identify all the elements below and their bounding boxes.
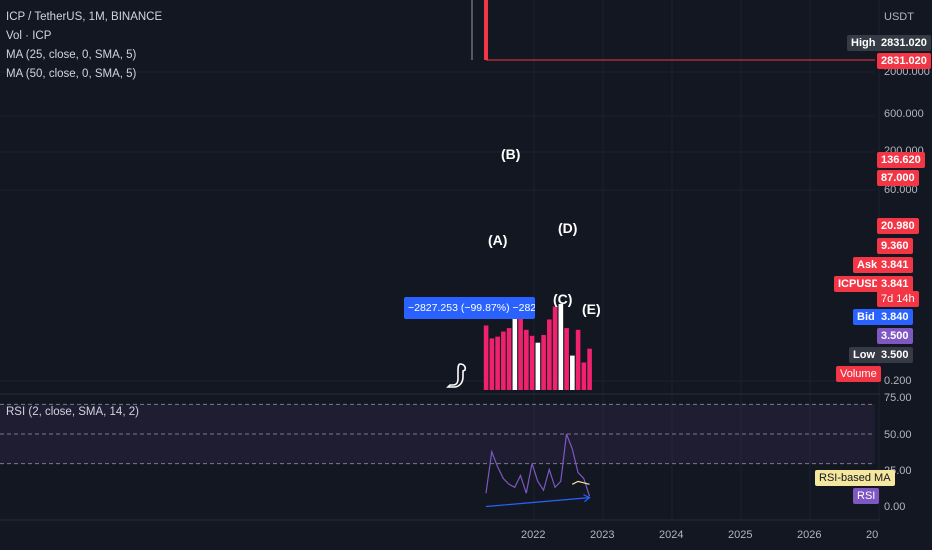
time-tick: 2022 [521,529,546,541]
bar-countdown: 7d 14h [877,291,919,307]
level-tag-9: 9.360 [877,238,913,254]
symbol-tag: ICPUSDT [834,276,891,292]
support-tag-350: 3.500 [877,328,913,344]
level-tag-87: 87.000 [877,170,919,186]
price-levels [486,59,875,61]
rsi-tag: RSI [853,488,880,504]
volume-bar [581,362,587,390]
wave-label-e: (E) [582,301,601,317]
ma25-legend[interactable]: MA (25, close, 0, SMA, 5) [6,49,137,61]
measure-tooltip[interactable]: −2827.253 (−99.87%) −2827253 [404,297,535,319]
price-tick: 0.200 [884,375,912,387]
rsi-line [485,433,591,497]
level-tag-20: 20.980 [877,218,919,234]
volume-bar [564,328,569,390]
time-tick: 20 [866,529,879,541]
bid-value: 3.840 [877,309,913,325]
level-tag-136: 136.620 [877,152,925,168]
price-tick: 60.000 [884,184,918,196]
volume-bar [535,342,541,390]
divergence-arrowhead [583,494,591,503]
price-tick: 2000.000 [884,66,930,78]
candles [484,0,488,60]
bid-label: Bid [853,309,879,325]
rsi-tick: 50.00 [884,429,912,441]
rsi-pane [0,403,875,508]
volume-bar [587,348,592,390]
ask-value: 3.841 [877,257,913,273]
wave-label-a: (A) [488,232,508,248]
volume-bar [541,334,546,390]
rsi-legend[interactable]: RSI (2, close, SMA, 14, 2) [6,406,139,418]
volume-bar [506,328,512,390]
ask-label: Ask [853,257,882,273]
ma50-legend[interactable]: MA (50, close, 0, SMA, 5) [6,68,137,80]
divergence-line [485,497,590,508]
time-tick: 2026 [797,529,822,541]
dino-logo-icon [446,363,467,388]
volume-bar [558,304,564,390]
wave-label-d: (D) [558,220,578,236]
measure-tool[interactable] [468,0,476,60]
volume-bar [518,304,523,390]
volume-bar [495,336,500,390]
low-value: 3.500 [877,347,913,363]
volume-tag: Volume [836,366,881,382]
time-tick: 2024 [659,529,684,541]
price-tick: 600.000 [884,108,924,120]
volume-bar [483,325,489,390]
wave-label-b: (B) [501,146,521,162]
volume-legend[interactable]: Vol · ICP [6,30,52,42]
volume-bars [483,304,592,390]
volume-bar [552,306,558,390]
volume-bar [570,355,575,390]
currency-label: USDT [884,11,914,23]
volume-bar [501,331,506,390]
rsi-tick: 0.00 [884,501,906,513]
time-tick: 2025 [728,529,753,541]
volume-bar [489,338,495,390]
wave-label-c: (C) [553,291,573,307]
symbol-legend[interactable]: ICP / TetherUS, 1M, BINANCE [6,11,163,23]
volume-bar [524,329,529,390]
high-value: 2831.020 [877,35,931,51]
candle-body [484,0,488,60]
volume-bar [529,335,535,390]
last-price-value: 3.841 [877,276,913,292]
volume-bar [512,314,518,390]
volume-bar [575,329,581,390]
rsi-ma-tag: RSI-based MA [815,470,895,486]
time-tick: 2023 [590,529,615,541]
rsi-ma-line [571,480,590,485]
level-tag-2831: 2831.020 [877,53,931,69]
high-label: High [847,35,880,51]
volume-bar [547,319,552,390]
low-label: Low [849,347,879,363]
rsi-tick: 75.00 [884,392,912,404]
